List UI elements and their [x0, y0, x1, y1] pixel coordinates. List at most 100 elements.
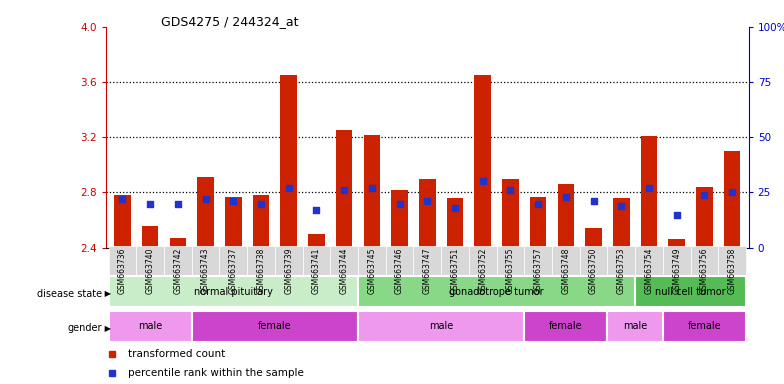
- Text: ▶: ▶: [102, 324, 111, 333]
- Bar: [225, 197, 241, 248]
- Bar: [192, 246, 220, 275]
- Bar: [169, 238, 186, 248]
- Bar: [557, 184, 574, 248]
- Bar: [164, 246, 192, 275]
- Point: [394, 200, 406, 207]
- Text: GSM663755: GSM663755: [506, 247, 515, 294]
- Text: GSM663751: GSM663751: [451, 247, 459, 294]
- Point: [670, 212, 683, 218]
- Text: GSM663750: GSM663750: [589, 247, 598, 294]
- Text: GSM663745: GSM663745: [368, 247, 376, 294]
- Text: GDS4275 / 244324_at: GDS4275 / 244324_at: [161, 15, 298, 28]
- Point: [365, 185, 378, 191]
- Text: GSM663741: GSM663741: [312, 247, 321, 294]
- Point: [448, 205, 461, 211]
- Bar: [579, 246, 608, 275]
- Bar: [142, 226, 158, 248]
- Point: [615, 203, 627, 209]
- Text: GSM663743: GSM663743: [201, 247, 210, 294]
- Text: GSM663740: GSM663740: [146, 247, 154, 294]
- Bar: [613, 198, 630, 248]
- Text: GSM663744: GSM663744: [339, 247, 349, 294]
- Bar: [247, 246, 275, 275]
- Bar: [635, 246, 662, 275]
- Point: [116, 196, 129, 202]
- Bar: [496, 246, 524, 275]
- Point: [643, 185, 655, 191]
- Bar: [474, 75, 491, 248]
- Text: GSM663749: GSM663749: [672, 247, 681, 294]
- Text: male: male: [138, 321, 162, 331]
- Bar: [136, 246, 164, 275]
- Bar: [358, 276, 635, 307]
- Bar: [696, 187, 713, 248]
- Text: gender: gender: [67, 323, 102, 333]
- Point: [310, 207, 323, 213]
- Point: [172, 200, 184, 207]
- Bar: [641, 136, 657, 248]
- Text: GSM663742: GSM663742: [173, 247, 183, 294]
- Point: [144, 200, 157, 207]
- Point: [421, 198, 434, 204]
- Point: [227, 198, 240, 204]
- Bar: [109, 246, 136, 275]
- Text: normal pituitary: normal pituitary: [194, 287, 273, 297]
- Text: GSM663747: GSM663747: [423, 247, 432, 294]
- Bar: [192, 311, 358, 342]
- Bar: [668, 239, 685, 248]
- Bar: [336, 131, 353, 248]
- Bar: [391, 190, 408, 248]
- Bar: [585, 228, 602, 248]
- Bar: [447, 198, 463, 248]
- Bar: [220, 246, 247, 275]
- Bar: [441, 246, 469, 275]
- Bar: [114, 195, 131, 248]
- Bar: [635, 276, 746, 307]
- Bar: [358, 311, 524, 342]
- Bar: [386, 246, 413, 275]
- Text: GSM663746: GSM663746: [395, 247, 404, 294]
- Bar: [724, 151, 740, 248]
- Bar: [469, 246, 496, 275]
- Point: [199, 196, 212, 202]
- Bar: [358, 246, 386, 275]
- Bar: [413, 246, 441, 275]
- Point: [560, 194, 572, 200]
- Bar: [502, 179, 519, 248]
- Text: percentile rank within the sample: percentile rank within the sample: [129, 368, 304, 378]
- Bar: [530, 197, 546, 248]
- Text: GSM663739: GSM663739: [285, 247, 293, 294]
- Bar: [662, 246, 691, 275]
- Bar: [552, 246, 579, 275]
- Bar: [308, 234, 325, 248]
- Text: female: female: [549, 321, 583, 331]
- Point: [698, 192, 710, 198]
- Text: GSM663736: GSM663736: [118, 247, 127, 294]
- Text: GSM663753: GSM663753: [617, 247, 626, 294]
- Text: gonadotrope tumor: gonadotrope tumor: [449, 287, 544, 297]
- Text: transformed count: transformed count: [129, 349, 226, 359]
- Bar: [718, 246, 746, 275]
- Point: [587, 198, 600, 204]
- Bar: [275, 246, 303, 275]
- Point: [477, 179, 489, 185]
- Text: GSM663738: GSM663738: [256, 247, 266, 294]
- Point: [255, 200, 267, 207]
- Bar: [662, 311, 746, 342]
- Point: [504, 187, 517, 194]
- Text: GSM663756: GSM663756: [700, 247, 709, 294]
- Text: ▶: ▶: [102, 289, 111, 298]
- Bar: [198, 177, 214, 248]
- Bar: [524, 246, 552, 275]
- Text: GSM663748: GSM663748: [561, 247, 570, 294]
- Text: male: male: [429, 321, 453, 331]
- Text: GSM663737: GSM663737: [229, 247, 238, 294]
- Bar: [524, 311, 608, 342]
- Bar: [303, 246, 330, 275]
- Bar: [109, 311, 192, 342]
- Bar: [364, 134, 380, 248]
- Point: [532, 200, 544, 207]
- Bar: [691, 246, 718, 275]
- Text: null cell tumor: null cell tumor: [655, 287, 726, 297]
- Bar: [281, 75, 297, 248]
